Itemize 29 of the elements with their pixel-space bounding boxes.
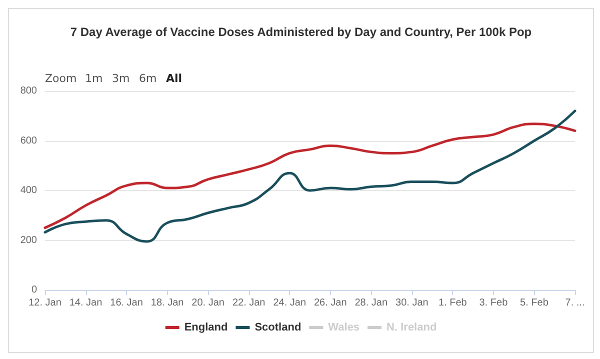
x-tick-label: 3. Feb bbox=[479, 298, 508, 308]
y-tick-label: 400 bbox=[20, 185, 38, 196]
chart-title: 7 Day Average of Vaccine Doses Administered by Day and Country, Per 100k Pop bbox=[70, 25, 532, 39]
x-tick-label: 7. ... bbox=[565, 298, 585, 308]
x-tick-label: 30. Jan bbox=[396, 298, 428, 308]
x-tick-label: 5. Feb bbox=[520, 298, 549, 308]
text: 6m bbox=[139, 72, 157, 85]
x-tick-label: 20. Jan bbox=[192, 298, 224, 308]
text: 1m bbox=[85, 72, 103, 85]
x-tick-label: 26. Jan bbox=[314, 298, 347, 308]
text: All bbox=[166, 72, 182, 85]
legend-label: England bbox=[184, 322, 228, 334]
x-tick-label: 12. Jan bbox=[28, 298, 62, 308]
y-tick-label: 600 bbox=[20, 135, 38, 146]
y-tick-label: 200 bbox=[20, 234, 38, 246]
legend-label: Scotland bbox=[254, 322, 302, 334]
text: Zoom bbox=[45, 72, 77, 85]
x-tick-label: 1. Feb bbox=[438, 298, 468, 308]
x-tick-label: 28. Jan bbox=[354, 298, 388, 308]
line-series bbox=[44, 110, 576, 243]
x-tick-label: 16. Jan bbox=[110, 298, 143, 308]
x-tick-label: 24. Jan bbox=[273, 298, 306, 308]
y-tick-label: 0 bbox=[31, 284, 38, 296]
line-series bbox=[44, 122, 576, 230]
x-tick-label: 22. Jan bbox=[232, 298, 266, 308]
text: 3m bbox=[112, 72, 130, 85]
x-tick-label: 18. Jan bbox=[150, 298, 184, 308]
y-tick-label: 800 bbox=[20, 86, 38, 96]
x-tick-label: 14. Jan bbox=[69, 298, 102, 308]
